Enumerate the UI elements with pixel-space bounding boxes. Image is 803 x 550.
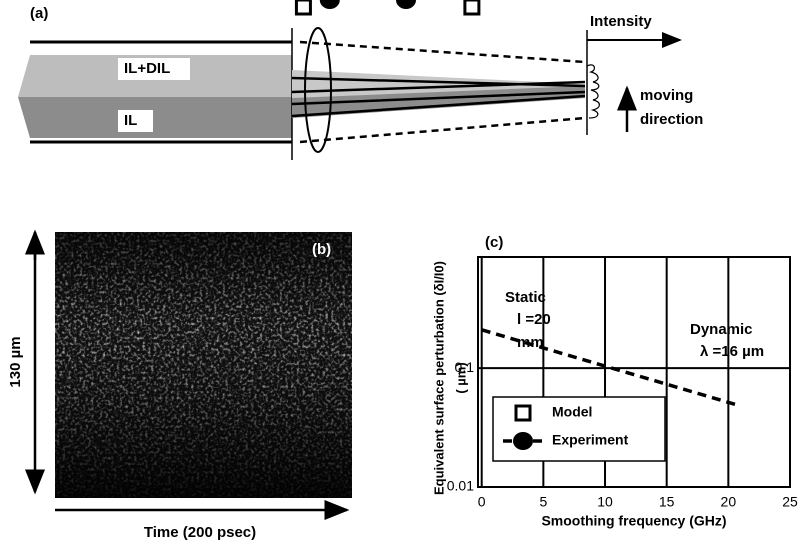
ray <box>291 76 586 118</box>
label-box <box>118 110 153 132</box>
y-axis-label: Equivalent surface perturbation (δI/I0) <box>431 261 446 495</box>
plot-frame <box>477 256 791 488</box>
panel-b: (b) 130 µm Time (200 psec) <box>7 229 352 541</box>
point <box>319 0 340 9</box>
x-axis-label: Smoothing frequency (GHz) <box>541 513 726 529</box>
point <box>396 0 417 9</box>
panel-label: (c) <box>485 234 503 251</box>
y-axis-unit: ( µm) <box>453 362 468 393</box>
legend-label: Experiment <box>552 432 629 448</box>
annotation: λ =16 µm <box>700 343 764 360</box>
annotation: Static <box>505 289 546 306</box>
shade <box>55 232 352 498</box>
annotation: Dynamic <box>690 321 753 338</box>
annotation: direction <box>640 111 703 128</box>
x-tick-label: 0 <box>478 494 486 510</box>
y-tick-label: 0.1 <box>455 359 475 375</box>
x-tick-label: 20 <box>721 494 737 510</box>
point <box>294 0 312 16</box>
x-tick-label: 25 <box>782 494 798 510</box>
x-tick-label: 15 <box>659 494 675 510</box>
y-tick-label: 0.01 <box>447 478 474 494</box>
x-tick-label: 10 <box>597 494 613 510</box>
beam-label: IL <box>124 112 137 129</box>
point <box>463 0 481 16</box>
panel-label: (a) <box>30 5 48 22</box>
lens <box>304 27 332 153</box>
legend-label: Model <box>552 404 592 420</box>
panel-label: (b) <box>312 241 331 258</box>
axis-label: Time (200 psec) <box>144 524 256 541</box>
legend-marker <box>514 404 532 422</box>
panel-a: (a) IL+DIL IL Intensity moving direction <box>18 5 703 160</box>
beam <box>18 97 292 138</box>
axis-label: Intensity <box>590 13 652 30</box>
panel-c: (c) Equivalent surface perturbation (δI/… <box>431 234 764 529</box>
annotation: l =20 <box>517 311 551 328</box>
axis-label: 130 µm <box>7 336 24 387</box>
annotation: moving <box>640 87 693 104</box>
profile <box>586 64 600 119</box>
beam-label: IL+DIL <box>124 60 170 77</box>
label-box <box>118 58 190 80</box>
x-tick-label: 5 <box>539 494 547 510</box>
legend-marker <box>513 432 533 450</box>
